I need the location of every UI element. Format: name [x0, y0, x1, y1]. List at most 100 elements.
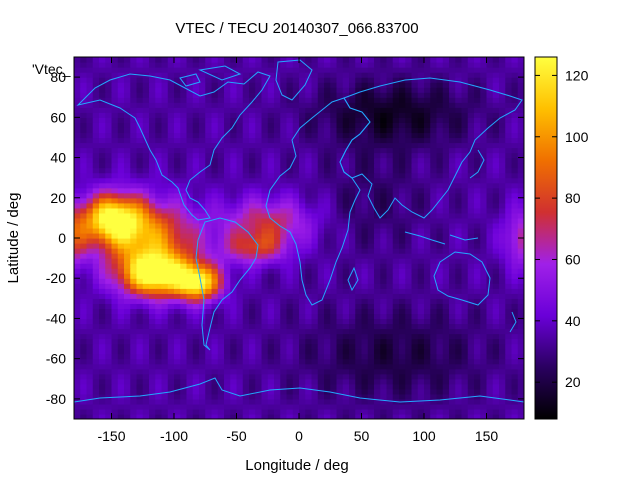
- heatmap-cell: [449, 338, 456, 345]
- heatmap-cell: [92, 333, 100, 340]
- heatmap-cell: [405, 248, 413, 254]
- heatmap-cell: [80, 112, 88, 118]
- heatmap-cell: [205, 248, 213, 254]
- heatmap-cell: [192, 263, 200, 269]
- heatmap-cell: [130, 283, 138, 289]
- heatmap-cell: [267, 232, 275, 239]
- heatmap-cell: [236, 172, 244, 179]
- heatmap-cell: [330, 393, 338, 400]
- heatmap-cell: [261, 107, 269, 113]
- heatmap-cell: [436, 97, 444, 103]
- heatmap-cell: [505, 157, 513, 164]
- heatmap-cell: [230, 107, 238, 113]
- heatmap-cell: [92, 212, 100, 219]
- heatmap-cell: [205, 348, 213, 355]
- heatmap-cell: [180, 258, 188, 264]
- heatmap-cell: [217, 283, 225, 289]
- heatmap-cell: [242, 308, 250, 315]
- heatmap-cell: [286, 142, 294, 149]
- heatmap-cell: [292, 388, 300, 395]
- heatmap-cell: [305, 147, 313, 154]
- heatmap-cell: [292, 343, 300, 350]
- heatmap-cell: [355, 398, 363, 405]
- heatmap-cell: [280, 222, 288, 229]
- heatmap-cell: [417, 403, 425, 410]
- heatmap-cell: [442, 227, 450, 234]
- heatmap-cell: [92, 72, 100, 78]
- heatmap-cell: [505, 142, 513, 149]
- heatmap-cell: [261, 258, 269, 264]
- heatmap-cell: [167, 87, 175, 93]
- heatmap-cell: [255, 303, 263, 309]
- heatmap-cell: [505, 338, 513, 345]
- heatmap-cell: [317, 167, 325, 174]
- heatmap-cell: [155, 313, 163, 320]
- heatmap-cell: [192, 97, 200, 103]
- heatmap-cell: [511, 192, 519, 199]
- heatmap-cell: [386, 383, 394, 390]
- heatmap-cell: [149, 147, 156, 154]
- heatmap-cell: [211, 87, 219, 93]
- heatmap-cell: [517, 328, 524, 335]
- heatmap-cell: [217, 92, 225, 98]
- heatmap-cell: [236, 162, 244, 169]
- heatmap-cell: [417, 408, 425, 415]
- heatmap-cell: [86, 278, 94, 284]
- heatmap-cell: [317, 398, 325, 405]
- heatmap-cell: [317, 318, 325, 325]
- heatmap-cell: [492, 403, 500, 410]
- heatmap-cell: [361, 92, 369, 98]
- heatmap-cell: [255, 72, 263, 78]
- heatmap-cell: [186, 318, 194, 325]
- heatmap-cell: [480, 283, 488, 289]
- heatmap-cell: [105, 388, 113, 395]
- heatmap-cell: [149, 112, 156, 118]
- heatmap-cell: [505, 137, 513, 144]
- heatmap-cell: [374, 248, 381, 254]
- heatmap-cell: [449, 117, 456, 123]
- heatmap-cell: [324, 238, 331, 244]
- heatmap-cell: [74, 82, 81, 88]
- heatmap-cell: [249, 303, 256, 309]
- heatmap-cell: [280, 172, 288, 179]
- heatmap-cell: [236, 258, 244, 264]
- heatmap-cell: [249, 222, 256, 229]
- heatmap-cell: [142, 238, 150, 244]
- heatmap-cell: [342, 283, 350, 289]
- heatmap-cell: [511, 177, 519, 184]
- heatmap-cell: [142, 217, 150, 224]
- heatmap-cell: [130, 217, 138, 224]
- heatmap-cell: [286, 333, 294, 340]
- heatmap-cell: [261, 333, 269, 340]
- heatmap-cell: [336, 82, 344, 88]
- heatmap-cell: [74, 393, 81, 400]
- heatmap-cell: [299, 293, 306, 299]
- heatmap-cell: [230, 112, 238, 118]
- heatmap-cell: [324, 363, 331, 370]
- heatmap-cell: [461, 328, 469, 335]
- heatmap-cell: [174, 207, 181, 214]
- heatmap-cell: [217, 187, 225, 194]
- heatmap-cell: [242, 212, 250, 219]
- heatmap-cell: [192, 333, 200, 340]
- heatmap-cell: [330, 373, 338, 380]
- heatmap-cell: [367, 278, 375, 284]
- heatmap-cell: [199, 343, 206, 350]
- heatmap-cell: [111, 187, 119, 194]
- heatmap-cell: [186, 343, 194, 350]
- heatmap-cell: [486, 127, 494, 134]
- heatmap-cell: [392, 82, 400, 88]
- heatmap-cell: [424, 403, 431, 410]
- heatmap-cell: [492, 147, 500, 154]
- heatmap-cell: [205, 273, 213, 279]
- heatmap-cell: [349, 273, 356, 279]
- heatmap-cell: [199, 132, 206, 139]
- heatmap-cell: [224, 313, 231, 320]
- heatmap-cell: [136, 82, 144, 88]
- heatmap-cell: [124, 107, 131, 113]
- heatmap-cell: [117, 227, 125, 234]
- heatmap-cell: [386, 197, 394, 204]
- heatmap-cell: [142, 132, 150, 139]
- heatmap-cell: [186, 373, 194, 380]
- heatmap-cell: [261, 142, 269, 149]
